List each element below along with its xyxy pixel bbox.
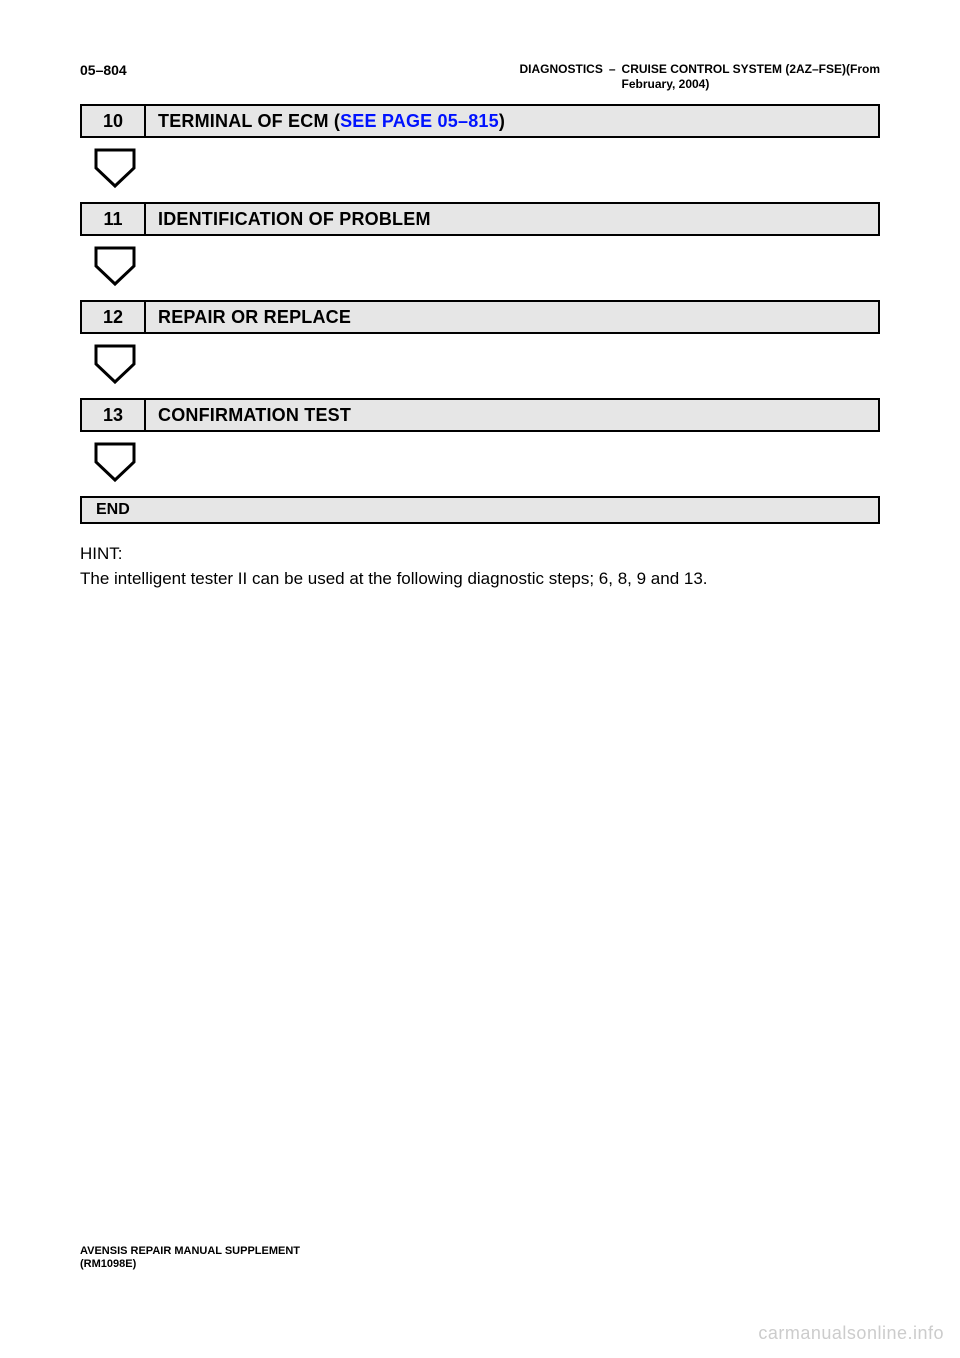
step-11-number: 11 xyxy=(82,204,146,234)
step-10-number: 10 xyxy=(82,106,146,136)
step-13-title: CONFIRMATION TEST xyxy=(146,400,878,430)
arrow-after-11 xyxy=(80,240,880,300)
down-arrow-icon xyxy=(90,146,140,190)
step-11-box: 11 IDENTIFICATION OF PROBLEM xyxy=(80,202,880,236)
hint-block: HINT: The intelligent tester II can be u… xyxy=(80,542,880,591)
step-12-box: 12 REPAIR OR REPLACE xyxy=(80,300,880,334)
step-11-title: IDENTIFICATION OF PROBLEM xyxy=(146,204,878,234)
step-13-number: 13 xyxy=(82,400,146,430)
step-10-box: 10 TERMINAL OF ECM (SEE PAGE 05–815) xyxy=(80,104,880,138)
header-section: DIAGNOSTICS xyxy=(520,62,603,92)
step-10-link[interactable]: SEE PAGE 05–815 xyxy=(340,111,499,132)
arrow-after-13 xyxy=(80,436,880,496)
hint-label: HINT: xyxy=(80,542,880,567)
step-12-title: REPAIR OR REPLACE xyxy=(146,302,878,332)
footer-line2: (RM1098E) xyxy=(80,1258,136,1270)
page-header: 05–804 DIAGNOSTICS – CRUISE CONTROL SYST… xyxy=(80,62,880,92)
hint-text: The intelligent tester II can be used at… xyxy=(80,567,880,592)
step-10-title: TERMINAL OF ECM (SEE PAGE 05–815) xyxy=(146,106,878,136)
end-box: END xyxy=(80,496,880,524)
header-dash: – xyxy=(609,62,616,92)
arrow-after-12 xyxy=(80,338,880,398)
header-breadcrumb: DIAGNOSTICS – CRUISE CONTROL SYSTEM (2AZ… xyxy=(520,62,881,92)
footer: AVENSIS REPAIR MANUAL SUPPLEMENT (RM1098… xyxy=(80,1245,300,1273)
header-subsection-line1: CRUISE CONTROL SYSTEM (2AZ–FSE)(From xyxy=(622,62,880,76)
down-arrow-icon xyxy=(90,244,140,288)
header-subsection-line2: February, 2004) xyxy=(622,77,710,91)
down-arrow-icon xyxy=(90,440,140,484)
step-10-title-suffix: ) xyxy=(499,111,505,132)
arrow-after-10 xyxy=(80,142,880,202)
step-13-box: 13 CONFIRMATION TEST xyxy=(80,398,880,432)
watermark: carmanualsonline.info xyxy=(758,1323,944,1344)
header-subsection: CRUISE CONTROL SYSTEM (2AZ–FSE)(From Feb… xyxy=(622,62,880,92)
footer-line1: AVENSIS REPAIR MANUAL SUPPLEMENT xyxy=(80,1245,300,1257)
step-10-title-prefix: TERMINAL OF ECM ( xyxy=(158,111,340,132)
step-12-number: 12 xyxy=(82,302,146,332)
down-arrow-icon xyxy=(90,342,140,386)
page-number: 05–804 xyxy=(80,62,127,78)
